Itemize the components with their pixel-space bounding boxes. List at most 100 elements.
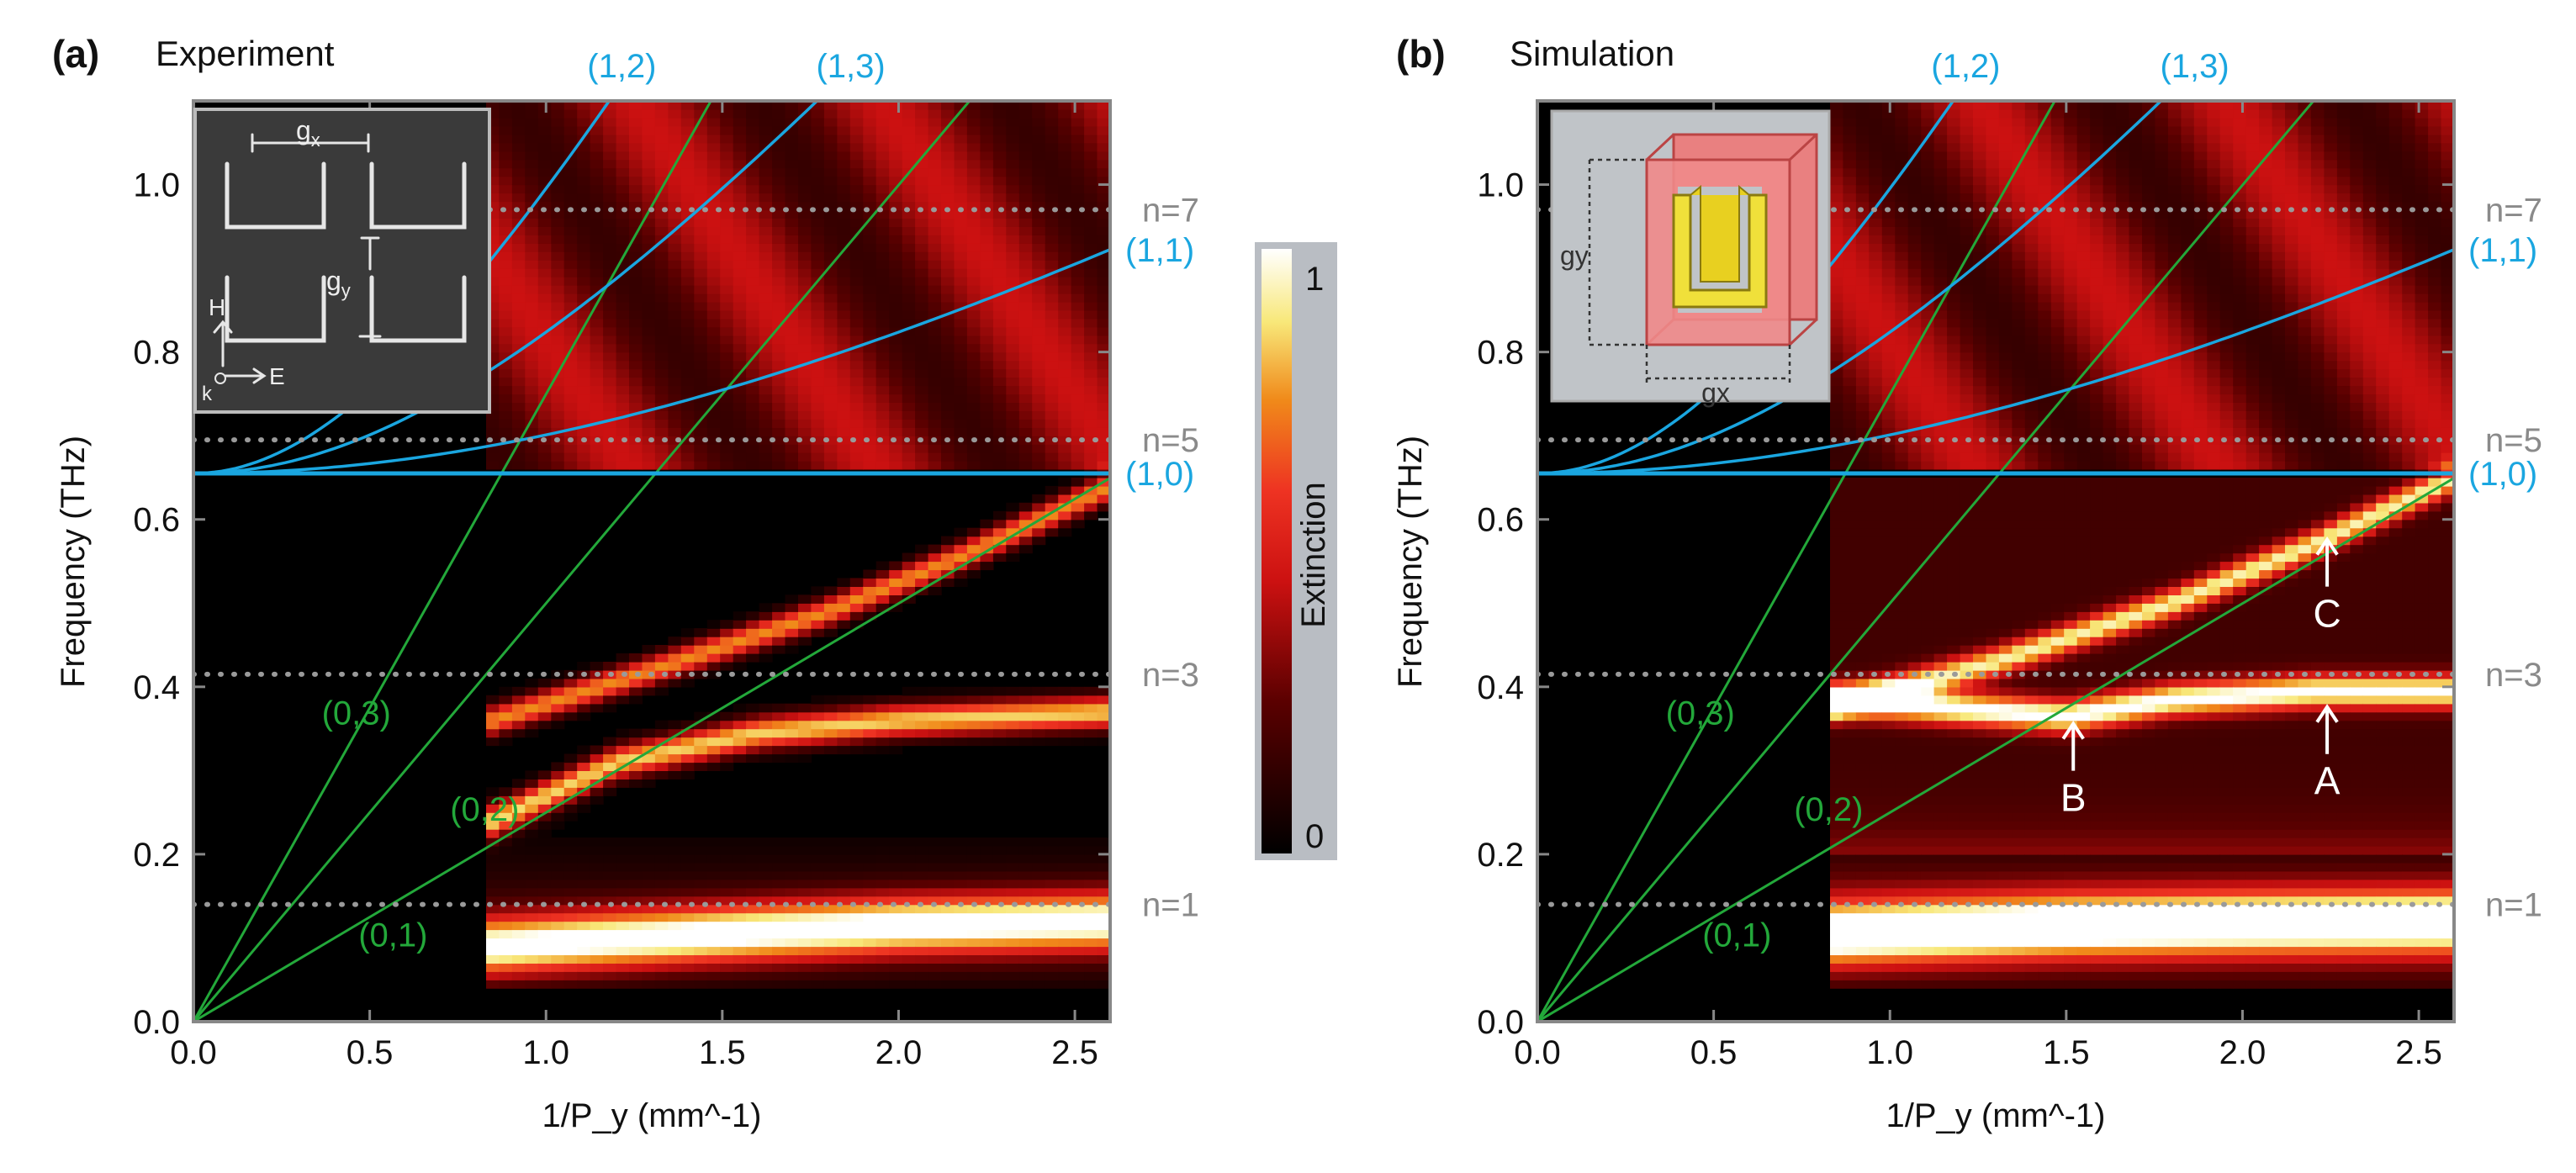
heatmap-cell: [849, 260, 864, 269]
heatmap-cell: [1881, 711, 1896, 721]
heatmap-cell: [798, 117, 812, 127]
heatmap-cell: [1973, 620, 1987, 629]
heatmap-cell: [1921, 410, 1935, 420]
heatmap-cell: [525, 427, 539, 436]
heatmap-cell: [1947, 779, 1961, 788]
heatmap-cell: [1947, 653, 1961, 663]
heatmap-cell: [1869, 544, 1883, 554]
heatmap-cell: [928, 176, 942, 186]
heatmap-cell: [849, 301, 864, 311]
heatmap-cell: [1933, 812, 1948, 822]
heatmap-cell: [785, 929, 799, 939]
heatmap-cell: [954, 938, 968, 948]
heatmap-cell: [1045, 343, 1059, 353]
heatmap-cell: [811, 201, 825, 211]
heatmap-cell: [1881, 594, 1896, 604]
heatmap-cell: [486, 117, 500, 127]
heatmap-cell: [980, 301, 994, 311]
heatmap-cell: [1895, 853, 1909, 864]
heatmap-cell: [849, 921, 864, 931]
heatmap-cell: [1933, 653, 1948, 663]
heatmap-cell: [563, 268, 578, 277]
heatmap-cell: [1907, 385, 1922, 395]
heatmap-cell: [499, 309, 513, 320]
heatmap-cell: [1843, 101, 1857, 110]
heatmap-cell: [941, 846, 955, 855]
heatmap-cell: [590, 427, 604, 436]
heatmap-cell: [1830, 277, 1844, 286]
heatmap-cell: [1973, 703, 1987, 713]
heatmap-cell: [785, 394, 799, 403]
heatmap-cell: [537, 410, 552, 420]
heatmap-cell: [1907, 461, 1922, 470]
heatmap-cell: [1947, 552, 1961, 563]
heatmap-cell: [1058, 436, 1072, 445]
heatmap-cell: [746, 260, 760, 269]
heatmap-cell: [1895, 218, 1909, 227]
heatmap-cell: [680, 662, 695, 671]
heatmap-cell: [1973, 159, 1987, 169]
heatmap-cell: [798, 201, 812, 211]
heatmap-cell: [1071, 510, 1085, 520]
heatmap-cell: [1921, 862, 1935, 872]
heatmap-cell: [746, 402, 760, 411]
heatmap-cell: [863, 385, 877, 395]
heatmap-cell: [499, 929, 513, 939]
heatmap-cell: [1018, 142, 1033, 152]
heatmap-cell: [680, 720, 695, 730]
heatmap-cell: [980, 209, 994, 219]
heatmap-cell: [1869, 569, 1883, 579]
heatmap-cell: [1830, 853, 1844, 864]
heatmap-cell: [941, 209, 955, 219]
heatmap-cell: [1843, 193, 1857, 203]
heatmap-cell: [1071, 921, 1085, 931]
heatmap-cell: [577, 946, 591, 955]
heatmap-cell: [694, 343, 708, 353]
heatmap-cell: [992, 318, 1007, 328]
heatmap-cell: [1921, 117, 1935, 127]
heatmap-cell: [680, 870, 695, 880]
heatmap-cell: [694, 159, 708, 169]
heatmap-cell: [1855, 201, 1870, 211]
heatmap-cell: [1843, 821, 1857, 830]
heatmap-cell: [811, 251, 825, 261]
heatmap-cell: [1907, 277, 1922, 286]
heatmap-cell: [954, 954, 968, 964]
heatmap-cell: [590, 896, 604, 906]
heatmap-cell: [785, 879, 799, 889]
heatmap-cell: [785, 402, 799, 411]
heatmap-cell: [1097, 235, 1110, 244]
heatmap-cell: [1097, 410, 1110, 420]
heatmap-cell: [954, 301, 968, 311]
heatmap-cell: [577, 235, 591, 244]
heatmap-cell: [629, 285, 643, 294]
heatmap-cell: [1960, 109, 1974, 119]
heatmap-cell: [1830, 461, 1844, 470]
heatmap-cell: [785, 101, 799, 110]
heatmap-cell: [551, 686, 565, 696]
heatmap-cell: [706, 436, 721, 445]
heatmap-cell: [954, 837, 968, 847]
heatmap-cell: [915, 720, 929, 730]
heatmap-cell: [1895, 662, 1909, 671]
heatmap-cell: [902, 343, 916, 353]
heatmap-cell: [537, 385, 552, 395]
heatmap-cell: [1830, 394, 1844, 403]
heatmap-cell: [1933, 887, 1948, 897]
heatmap-cell: [1881, 912, 1896, 922]
heatmap-cell: [849, 853, 864, 864]
heatmap-cell: [1855, 770, 1870, 779]
heatmap-cell: [642, 980, 656, 989]
heatmap-cell: [798, 394, 812, 403]
heatmap-cell: [1830, 804, 1844, 813]
heatmap-cell: [954, 402, 968, 411]
heatmap-cell: [1843, 552, 1857, 563]
heatmap-cell: [980, 720, 994, 730]
heatmap-cell: [992, 394, 1007, 403]
heatmap-cell: [525, 184, 539, 194]
heatmap-cell: [1018, 318, 1033, 328]
heatmap-cell: [1084, 921, 1098, 931]
heatmap-cell: [1973, 235, 1987, 244]
heatmap-cell: [1018, 159, 1033, 169]
heatmap-cell: [992, 510, 1007, 520]
